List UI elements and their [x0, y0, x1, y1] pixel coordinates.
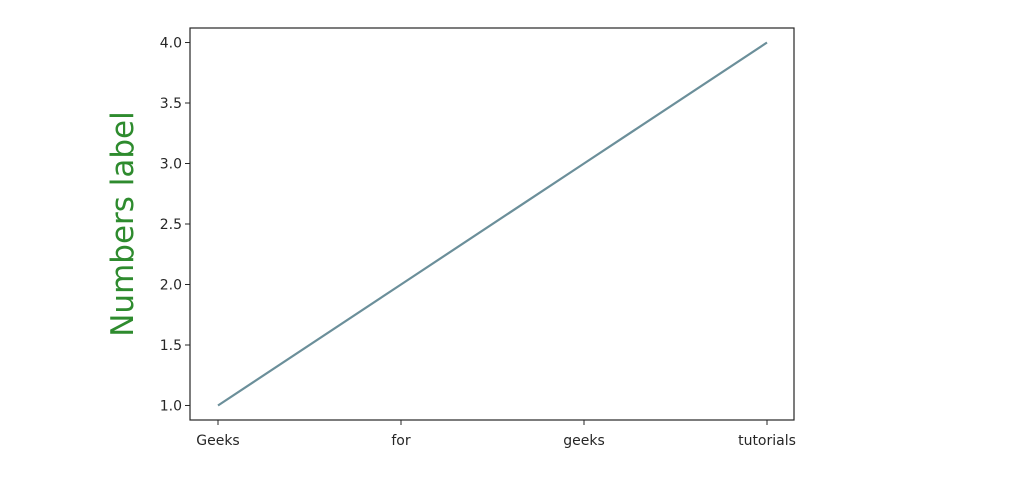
y-tick-label: 2.0 [160, 277, 182, 293]
x-tick-label: for [391, 433, 410, 449]
x-tick-label: tutorials [738, 433, 796, 449]
x-tick-label: geeks [563, 433, 605, 449]
y-tick-label: 3.5 [160, 96, 182, 112]
x-tick-label: Geeks [196, 433, 239, 449]
plot-area: 1.0 1.5 2.0 2.5 3.0 3.5 4.0 Geeks for geeks tutori… [160, 27, 796, 449]
y-tick-label: 3.0 [160, 157, 182, 173]
series-line [217, 41, 768, 407]
y-tick-label: 2.5 [160, 217, 182, 233]
y-tick-label: 1.0 [160, 398, 182, 414]
y-tick-label: 1.5 [160, 338, 182, 354]
y-tick-label: 4.0 [160, 36, 182, 52]
y-axis-label: Numbers label [105, 111, 141, 337]
